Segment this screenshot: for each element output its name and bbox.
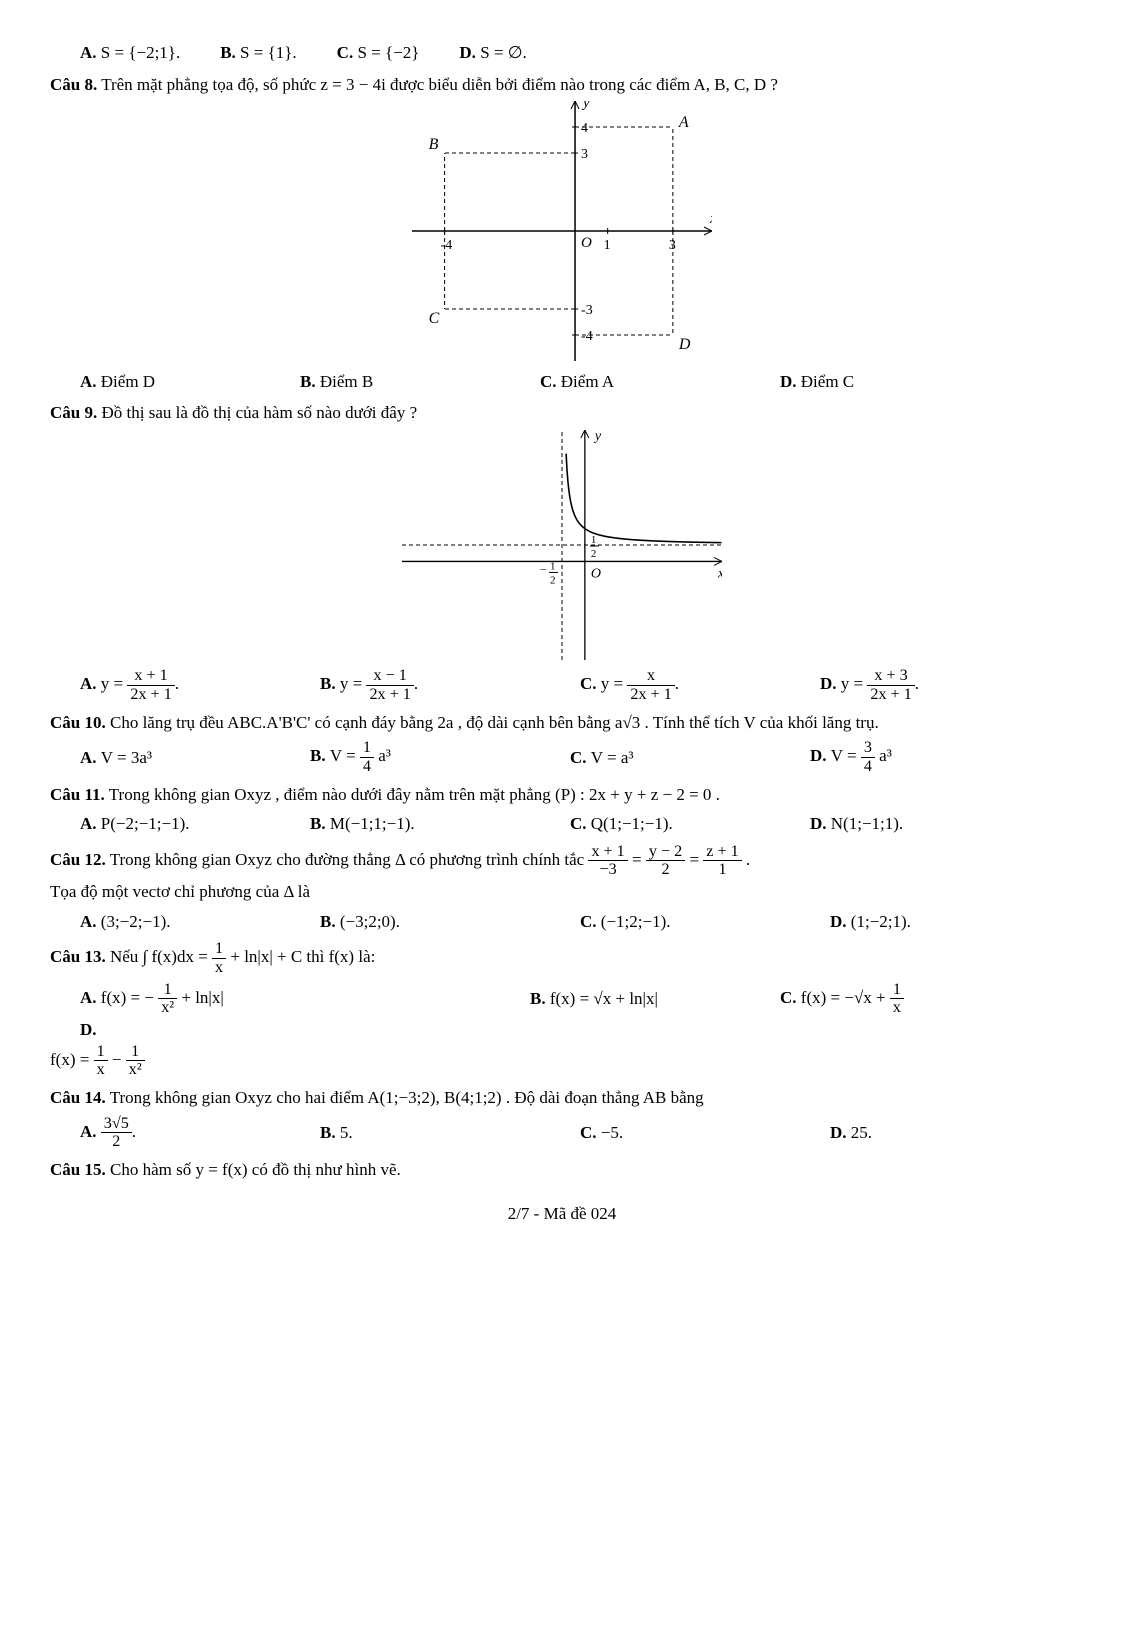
q14-opt-D: D. 25. [830,1120,872,1146]
q8-opt-B: B. Điểm B [300,369,500,395]
q13-text-pre: Nếu ∫ f(x)dx = [110,947,208,966]
q13-num: Câu 13. [50,947,106,966]
svg-text:1: 1 [604,238,611,253]
svg-text:1: 1 [591,534,597,546]
opt-C-text: S = {−2} [357,43,419,62]
svg-text:O: O [581,235,592,251]
q12-opt-C: C. (−1;2;−1). [580,909,790,935]
q14-options: A. 3√52. B. 5. C. −5. D. 25. [80,1115,1074,1152]
q13-text-mid: + ln|x| + C thì f(x) là: [230,947,375,966]
q10: Câu 10. Cho lăng trụ đều ABC.A'B'C' có c… [50,710,1074,736]
q14-text: Trong không gian Oxyz cho hai điểm A(1;−… [110,1088,704,1107]
svg-text:3: 3 [581,147,588,162]
q10-opt-D: D. V = 34 a³ [810,739,892,776]
q12: Câu 12. Trong không gian Oxyz cho đường … [50,843,1074,905]
q12-options: A. (3;−2;−1). B. (−3;2;0). C. (−1;2;−1).… [80,909,1074,935]
svg-text:-4: -4 [581,329,593,344]
q14: Câu 14. Trong không gian Oxyz cho hai đi… [50,1085,1074,1111]
q12-text-pre: Trong không gian Oxyz cho đường thẳng Δ … [110,850,589,869]
q9-num: Câu 9. [50,403,97,422]
q11-opt-B: B. M(−1;1;−1). [310,811,530,837]
opt-B: B. S = {1}. [220,40,296,66]
q9-text: Đồ thị sau là đồ thị của hàm số nào dưới… [101,403,417,422]
svg-text:2: 2 [550,574,556,586]
q8: Câu 8. Trên mặt phẳng tọa độ, số phức z … [50,72,1074,98]
opt-C: C. S = {−2} [337,40,420,66]
svg-text:4: 4 [581,121,588,136]
q13: Câu 13. Nếu ∫ f(x)dx = 1x + ln|x| + C th… [50,940,1074,977]
q8-text: Trên mặt phẳng tọa độ, số phức z = 3 − 4… [101,75,778,94]
q12-text2: Tọa độ một vectơ chỉ phương của Δ là [50,879,1074,905]
q8-opt-C: C. Điểm A [540,369,740,395]
svg-text:−: − [540,562,547,576]
svg-text:-4: -4 [441,238,453,253]
q13-opt-C: C. f(x) = −√x + 1x [780,981,1000,1018]
q9-opt-A: A. y = x + 12x + 1. [80,667,280,704]
q14-opt-B: B. 5. [320,1120,540,1146]
q8-graph: xyO-413-4-334ABCD [412,101,712,361]
q9: Câu 9. Đồ thị sau là đồ thị của hàm số n… [50,400,1074,426]
q12-opt-A: A. (3;−2;−1). [80,909,280,935]
q10-opt-B: B. V = 14 a³ [310,739,530,776]
svg-text:x: x [709,211,712,227]
q13-options: A. f(x) = − 1x² + ln|x| B. f(x) = √x + l… [80,981,1074,1043]
q10-options: A. V = 3a³ B. V = 14 a³ C. V = a³ D. V =… [80,739,1074,776]
q9-graph-wrap: xyO12−12 [50,430,1074,668]
svg-text:C: C [429,310,440,327]
svg-text:D: D [678,336,691,353]
q10-opt-A: A. V = 3a³ [80,745,270,771]
svg-text:2: 2 [591,548,597,560]
q8-opt-D: D. Điểm C [780,369,854,395]
q14-num: Câu 14. [50,1088,106,1107]
q8-options: A. Điểm D B. Điểm B C. Điểm A D. Điểm C [80,369,1074,395]
page-footer: 2/7 - Mã đề 024 [50,1201,1074,1227]
q13-opt-D-label: D. [80,1017,97,1043]
q9-options: A. y = x + 12x + 1. B. y = x − 12x + 1. … [80,667,1074,704]
q9-opt-D: D. y = x + 32x + 1. [820,667,919,704]
q9-opt-B: B. y = x − 12x + 1. [320,667,540,704]
svg-text:-3: -3 [581,303,593,318]
q8-graph-wrap: xyO-413-4-334ABCD [50,101,1074,369]
q12-opt-D: D. (1;−2;1). [830,909,911,935]
opt-D-text: S = ∅. [480,43,527,62]
q12-opt-B: B. (−3;2;0). [320,909,540,935]
q9-graph: xyO12−12 [402,430,722,660]
svg-text:A: A [678,114,689,131]
q10-text: Cho lăng trụ đều ABC.A'B'C' có cạnh đáy … [110,713,879,732]
q15-num: Câu 15. [50,1160,106,1179]
q13-opt-B: B. f(x) = √x + ln|x| [530,986,740,1012]
q8-opt-A: A. Điểm D [80,369,260,395]
q11-opt-C: C. Q(1;−1;−1). [570,811,770,837]
q13-opt-D: f(x) = 1x − 1x² [50,1043,1074,1080]
q11: Câu 11. Trong không gian Oxyz , điểm nào… [50,782,1074,808]
q11-opt-A: A. P(−2;−1;−1). [80,811,270,837]
q8-num: Câu 8. [50,75,97,94]
svg-text:y: y [581,101,590,111]
q9-opt-C: C. y = x2x + 1. [580,667,780,704]
q10-opt-C: C. V = a³ [570,745,770,771]
svg-text:B: B [429,136,439,153]
q13-opt-A: A. f(x) = − 1x² + ln|x| [80,981,490,1018]
svg-text:x: x [717,566,722,581]
q11-opt-D: D. N(1;−1;1). [810,811,903,837]
q7-options: A. S = {−2;1}. B. S = {1}. C. S = {−2} D… [80,40,1074,66]
opt-A-text: S = {−2;1}. [101,43,180,62]
svg-text:O: O [591,566,601,581]
q10-num: Câu 10. [50,713,106,732]
opt-B-text: S = {1}. [240,43,297,62]
q14-opt-C: C. −5. [580,1120,790,1146]
opt-A: A. S = {−2;1}. [80,40,180,66]
q14-opt-A: A. 3√52. [80,1115,280,1152]
q11-num: Câu 11. [50,785,105,804]
svg-text:1: 1 [550,560,556,572]
svg-text:y: y [593,430,602,444]
q11-options: A. P(−2;−1;−1). B. M(−1;1;−1). C. Q(1;−1… [80,811,1074,837]
q15-text: Cho hàm số y = f(x) có đồ thị như hình v… [110,1160,401,1179]
q12-num: Câu 12. [50,850,106,869]
q11-text: Trong không gian Oxyz , điểm nào dưới đâ… [109,785,720,804]
q15: Câu 15. Cho hàm số y = f(x) có đồ thị nh… [50,1157,1074,1183]
opt-D: D. S = ∅. [459,40,526,66]
